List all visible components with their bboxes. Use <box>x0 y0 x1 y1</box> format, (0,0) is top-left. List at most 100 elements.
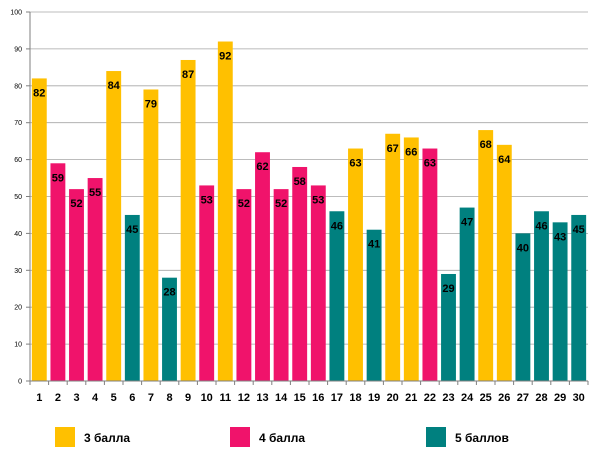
y-tick-label: 10 <box>14 342 22 349</box>
bar-11 <box>217 41 233 382</box>
legend-swatch <box>230 427 250 447</box>
y-tick-label: 40 <box>14 231 22 238</box>
bar-26 <box>496 144 512 381</box>
data-label: 68 <box>480 139 492 151</box>
x-tick-label: 13 <box>256 392 268 404</box>
bar-7 <box>143 89 159 382</box>
bar-5 <box>106 71 122 381</box>
data-label: 40 <box>517 242 529 254</box>
bar-10 <box>199 185 215 381</box>
x-tick-label: 23 <box>442 392 454 404</box>
x-tick-label: 5 <box>111 392 117 404</box>
x-tick-label: 12 <box>238 392 250 404</box>
data-label: 62 <box>256 161 268 173</box>
x-tick-label: 3 <box>73 392 79 404</box>
bar-14 <box>273 189 289 381</box>
bar-24 <box>459 207 475 381</box>
bar-18 <box>348 148 363 381</box>
x-tick-label: 4 <box>92 392 99 404</box>
y-tick-label: 0 <box>18 379 22 386</box>
data-label: 67 <box>387 143 399 155</box>
x-tick-label: 20 <box>387 392 399 404</box>
legend-label: 4 балла <box>259 431 305 445</box>
data-label: 63 <box>349 158 361 170</box>
data-label: 28 <box>163 287 175 299</box>
x-tick-label: 14 <box>275 392 288 404</box>
bar-23 <box>441 273 456 381</box>
bar-30 <box>571 214 587 381</box>
data-label: 46 <box>331 220 343 232</box>
x-tick-label: 22 <box>424 392 436 404</box>
y-tick-label: 80 <box>14 83 22 90</box>
legend-label: 5 баллов <box>455 431 509 445</box>
data-label: 59 <box>52 172 64 184</box>
x-tick-label: 28 <box>535 392 547 404</box>
bar-1 <box>31 78 47 382</box>
data-label: 84 <box>108 80 121 92</box>
data-label: 52 <box>275 198 287 210</box>
data-label: 53 <box>312 194 324 206</box>
y-tick-label: 60 <box>14 157 22 164</box>
x-tick-label: 21 <box>405 392 417 404</box>
data-label: 82 <box>33 87 45 99</box>
data-label: 41 <box>368 239 380 251</box>
bar-3 <box>69 189 84 381</box>
x-tick-label: 26 <box>498 392 510 404</box>
y-tick-label: 90 <box>14 46 22 53</box>
x-tick-label: 30 <box>573 392 585 404</box>
bar-27 <box>515 233 531 381</box>
bar-28 <box>534 211 549 381</box>
x-tick-label: 9 <box>185 392 191 404</box>
bar-20 <box>385 133 401 381</box>
data-label: 52 <box>238 198 250 210</box>
x-tick-label: 2 <box>55 392 61 404</box>
data-labels: 82 59 52 55 84 45 79 28 87 53 92 52 62 52 58 53 46 63 41 67… <box>33 51 585 299</box>
x-tick-label: 29 <box>554 392 566 404</box>
x-tick-label: 18 <box>349 392 361 404</box>
bar-13 <box>255 152 270 381</box>
bar-29 <box>552 222 568 381</box>
bar-8 <box>162 277 177 381</box>
x-tick-label: 19 <box>368 392 380 404</box>
x-tick-label: 7 <box>148 392 154 404</box>
bar-16 <box>310 185 326 381</box>
bar-4 <box>87 178 103 381</box>
x-tick-label: 24 <box>461 392 474 404</box>
bar-2 <box>50 163 66 381</box>
x-tick-label: 16 <box>312 392 324 404</box>
bar-15 <box>292 166 308 381</box>
x-tick-label: 1 <box>36 392 42 404</box>
data-label: 43 <box>554 231 566 243</box>
data-label: 66 <box>405 146 417 158</box>
data-label: 63 <box>424 158 436 170</box>
data-label: 45 <box>573 224 585 236</box>
legend-swatch <box>426 427 446 447</box>
bar-21 <box>403 137 419 381</box>
data-label: 47 <box>461 217 473 229</box>
bar-25 <box>478 130 494 381</box>
data-label: 92 <box>219 51 231 63</box>
data-label: 52 <box>70 198 82 210</box>
x-tick-label: 8 <box>166 392 172 404</box>
data-label: 79 <box>145 98 157 110</box>
data-label: 58 <box>294 176 306 188</box>
x-tick-label: 15 <box>294 392 306 404</box>
x-tick-label: 10 <box>201 392 213 404</box>
data-label: 46 <box>535 220 547 232</box>
data-label: 53 <box>201 194 213 206</box>
data-label: 64 <box>498 154 511 166</box>
data-label: 55 <box>89 187 101 199</box>
y-tick-label: 30 <box>14 268 22 275</box>
legend: 3 балла 4 балла 5 баллов <box>55 427 509 447</box>
legend-swatch <box>55 427 75 447</box>
gridlines <box>30 11 588 345</box>
bar-12 <box>236 189 252 381</box>
legend-label: 3 балла <box>84 431 130 445</box>
x-tick-label: 25 <box>480 392 492 404</box>
y-tick-label: 50 <box>14 194 22 201</box>
x-tick-label: 11 <box>219 392 231 404</box>
bar-22 <box>422 148 438 381</box>
